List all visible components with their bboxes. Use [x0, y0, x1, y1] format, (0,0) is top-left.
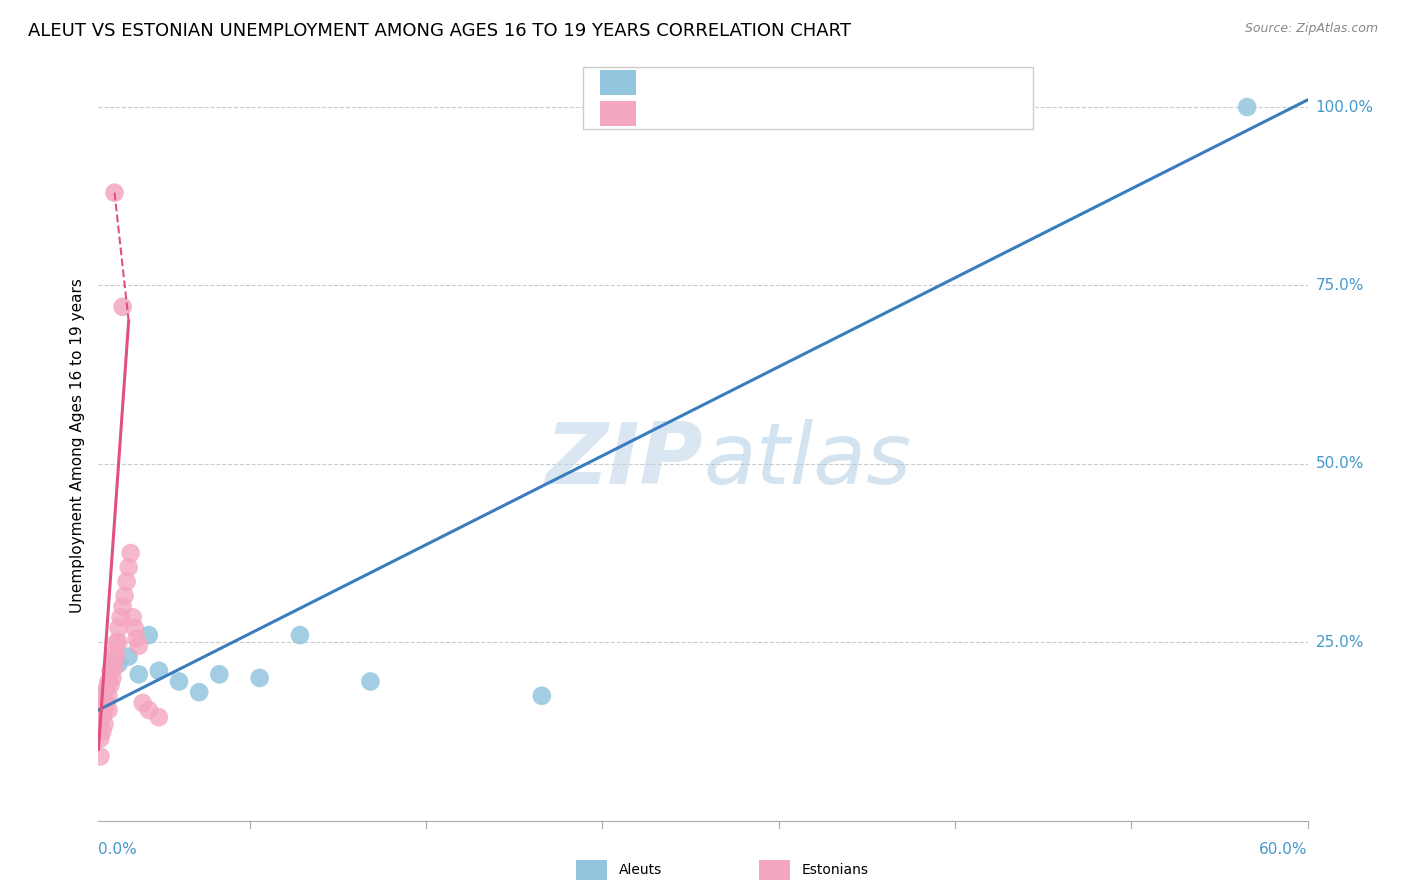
Point — [107, 657, 129, 671]
Point — [91, 696, 114, 710]
Point — [96, 681, 118, 696]
Text: 75.0%: 75.0% — [1316, 278, 1364, 293]
Point — [93, 692, 115, 706]
Text: 0.0%: 0.0% — [98, 842, 138, 857]
Point — [100, 664, 122, 678]
Point — [107, 635, 129, 649]
Text: ZIP: ZIP — [546, 419, 703, 502]
Text: ALEUT VS ESTONIAN UNEMPLOYMENT AMONG AGES 16 TO 19 YEARS CORRELATION CHART: ALEUT VS ESTONIAN UNEMPLOYMENT AMONG AGE… — [28, 22, 851, 40]
Point — [91, 710, 114, 724]
Text: 14: 14 — [773, 73, 800, 92]
Point — [89, 731, 111, 746]
Point — [93, 717, 115, 731]
Point — [128, 639, 150, 653]
Text: 50.0%: 50.0% — [1316, 457, 1364, 471]
Text: R =: R = — [647, 104, 689, 123]
Point — [118, 560, 141, 574]
Text: Estonians: Estonians — [801, 863, 869, 877]
Text: 25.0%: 25.0% — [1316, 635, 1364, 649]
Point — [1236, 100, 1258, 114]
Point — [103, 646, 125, 660]
Text: N =: N = — [742, 73, 786, 92]
Text: R =: R = — [647, 73, 689, 92]
Point — [114, 589, 136, 603]
Point — [110, 610, 132, 624]
Point — [96, 696, 118, 710]
Text: Aleuts: Aleuts — [619, 863, 662, 877]
Point — [105, 635, 128, 649]
Point — [288, 628, 311, 642]
Point — [132, 696, 155, 710]
Point — [124, 621, 146, 635]
Point — [91, 724, 114, 739]
Text: atlas: atlas — [703, 419, 911, 502]
Text: N =: N = — [742, 104, 786, 123]
Point — [105, 649, 128, 664]
Point — [120, 546, 142, 560]
Text: 60.0%: 60.0% — [1260, 842, 1308, 857]
Point — [138, 703, 160, 717]
Point — [100, 678, 122, 692]
Point — [91, 689, 114, 703]
Text: 0.754: 0.754 — [675, 104, 737, 123]
Text: 0.902: 0.902 — [675, 73, 737, 92]
Point — [101, 671, 124, 685]
Point — [188, 685, 211, 699]
Point — [89, 696, 111, 710]
Point — [111, 599, 134, 614]
Point — [97, 703, 120, 717]
Text: Source: ZipAtlas.com: Source: ZipAtlas.com — [1244, 22, 1378, 36]
Point — [128, 667, 150, 681]
Point — [103, 660, 125, 674]
Point — [101, 657, 124, 671]
Point — [118, 649, 141, 664]
Point — [93, 703, 115, 717]
Point — [360, 674, 382, 689]
Point — [107, 621, 129, 635]
Point — [249, 671, 271, 685]
Point — [125, 632, 148, 646]
Text: 38: 38 — [773, 104, 800, 123]
Point — [89, 714, 111, 728]
Point — [111, 300, 134, 314]
Point — [148, 710, 170, 724]
Point — [138, 628, 160, 642]
Point — [148, 664, 170, 678]
Point — [97, 674, 120, 689]
Point — [103, 186, 125, 200]
Point — [167, 674, 190, 689]
Text: 100.0%: 100.0% — [1316, 100, 1374, 114]
Point — [530, 689, 553, 703]
Point — [115, 574, 138, 589]
Point — [89, 749, 111, 764]
Point — [97, 689, 120, 703]
Y-axis label: Unemployment Among Ages 16 to 19 years: Unemployment Among Ages 16 to 19 years — [69, 278, 84, 614]
Point — [121, 610, 143, 624]
Point — [208, 667, 231, 681]
